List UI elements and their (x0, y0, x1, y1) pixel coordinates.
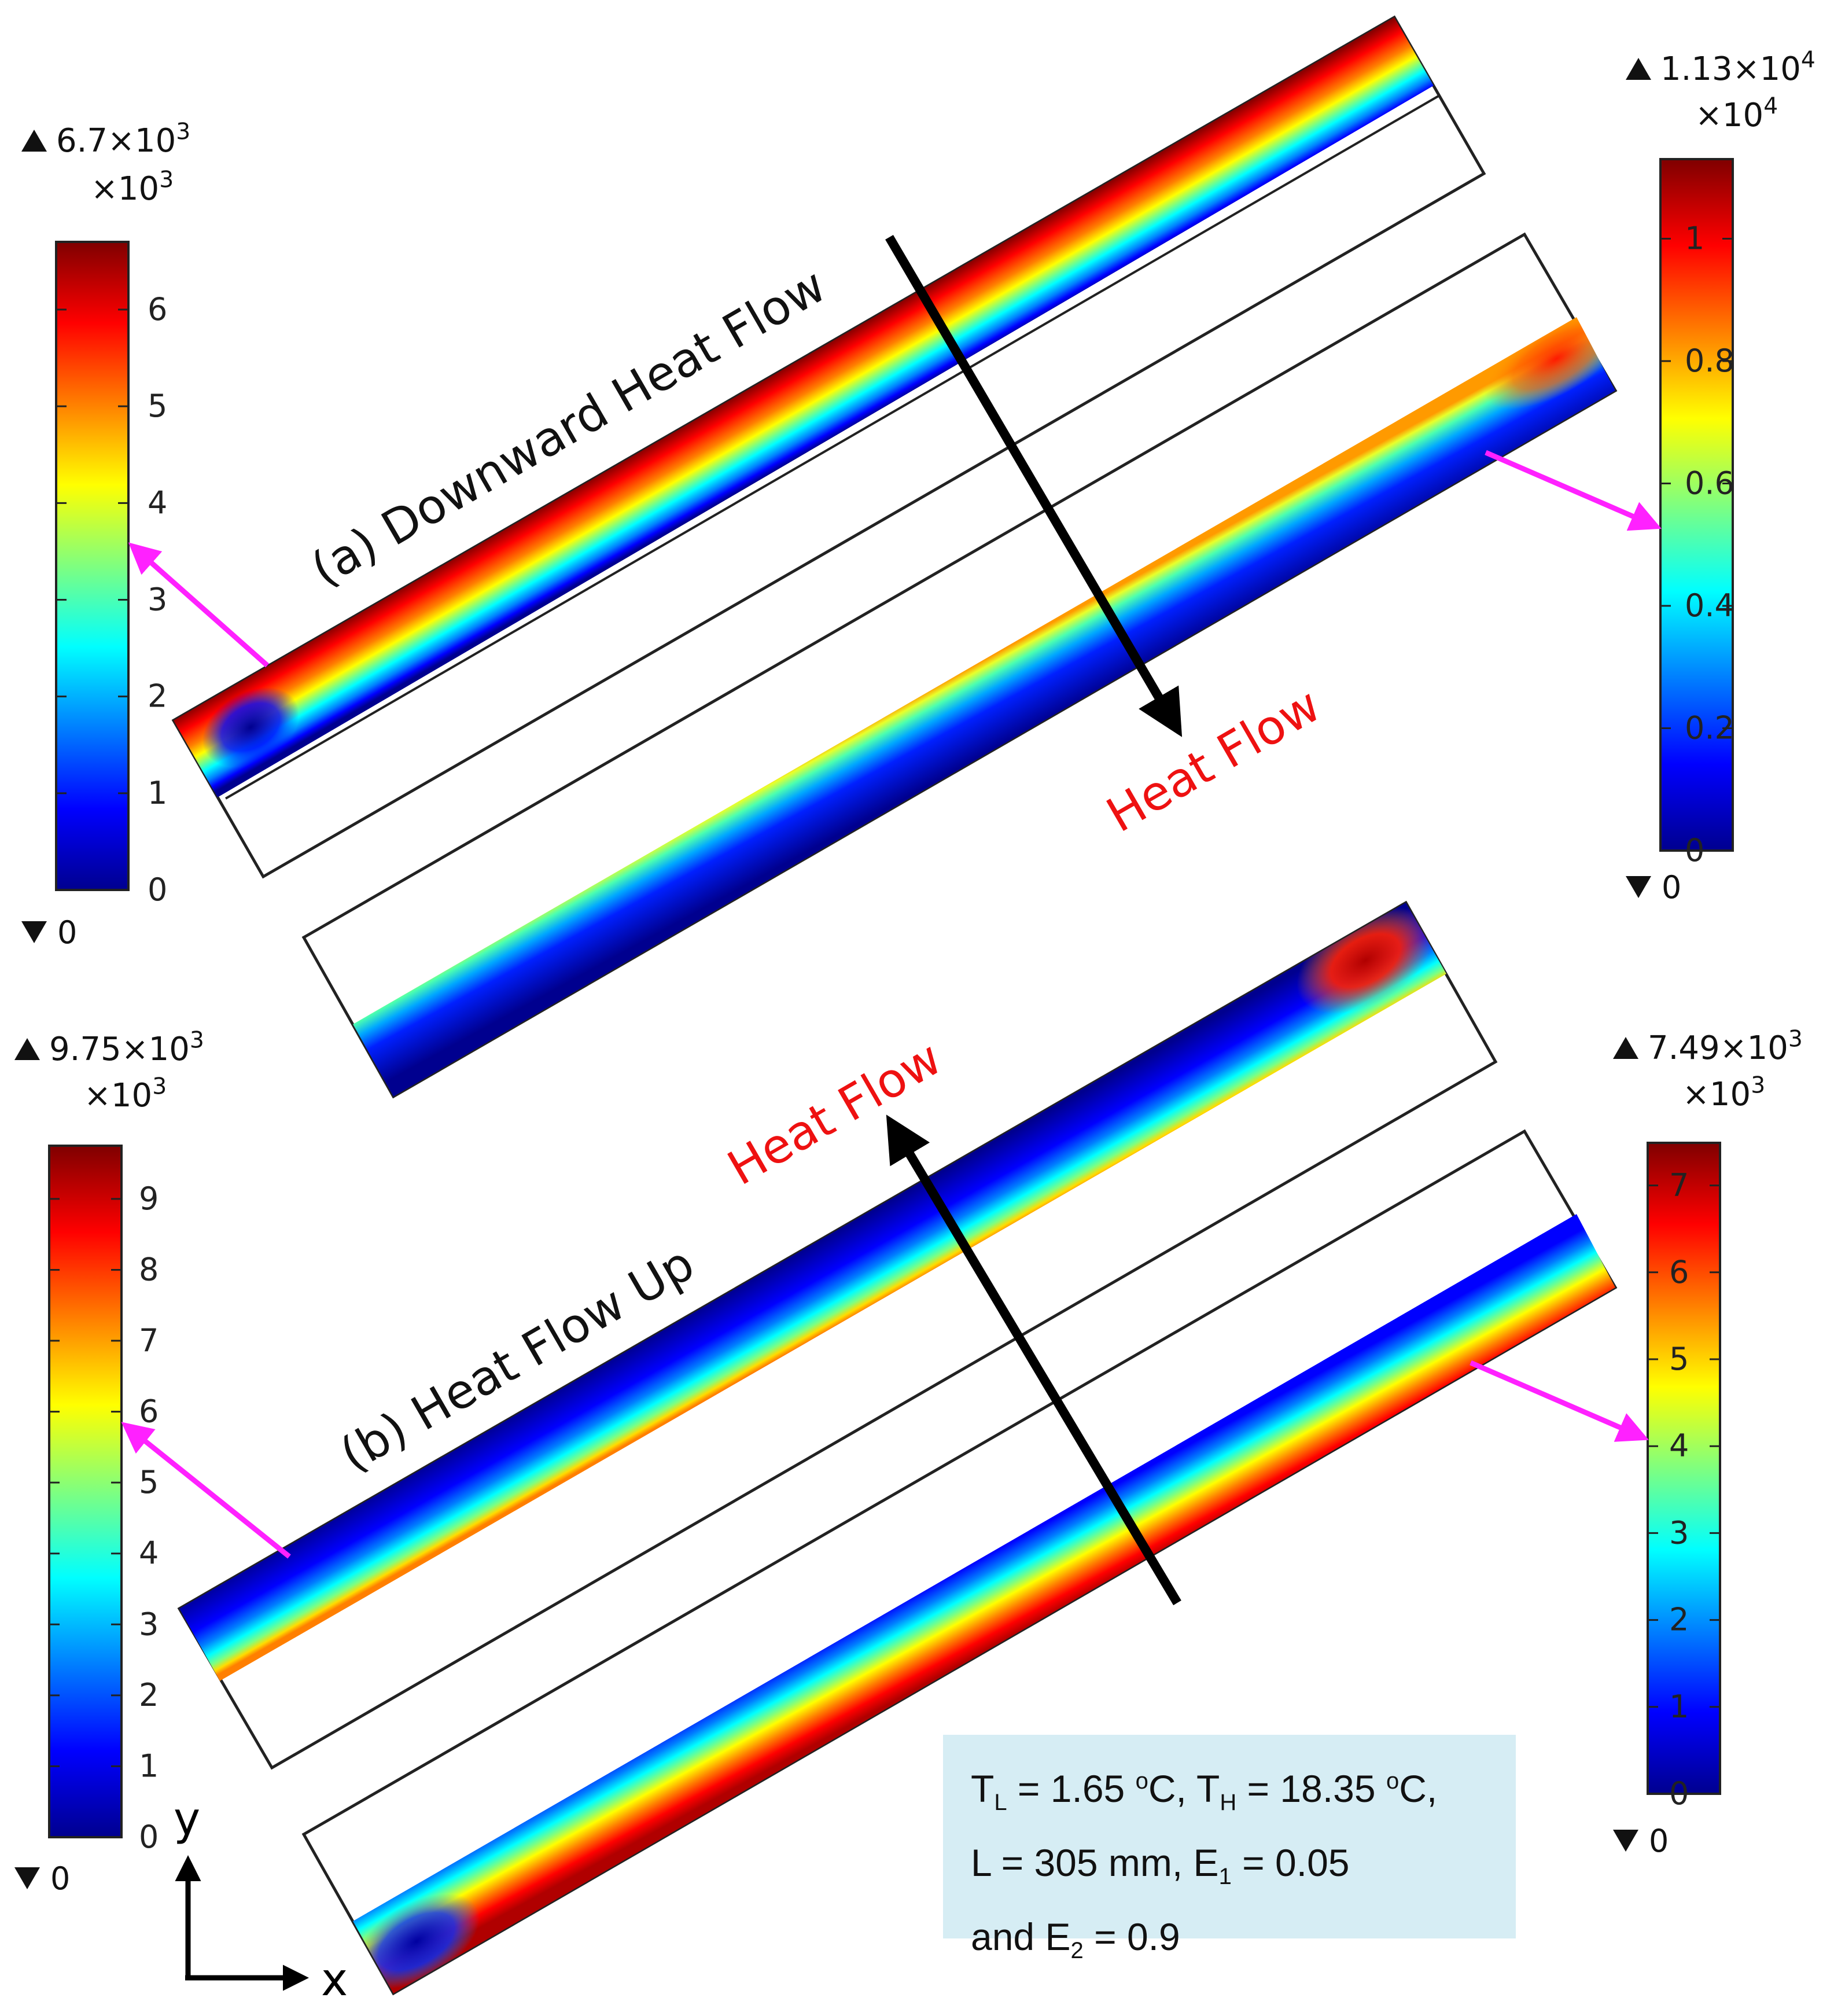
panel-a-right-colorbar-max-label: 1.13×104 (1660, 47, 1815, 88)
panel-a-left-colorbar-tick-label: 5 (148, 388, 167, 424)
min-triangle-icon (21, 921, 47, 943)
th-degree: o (1386, 1768, 1400, 1794)
x-axis-label: x (321, 1954, 348, 2006)
e2-value: = 0.9 (1083, 1915, 1180, 1959)
panel-b-left-colorbar-tick-label: 6 (139, 1393, 159, 1430)
tl-subscript: L (994, 1790, 1007, 1816)
parameters-line-3: and E2 = 0.9 (971, 1907, 1488, 1981)
e1-value: = 0.05 (1231, 1841, 1350, 1885)
panel-b-right-colorbar-bar (1647, 1142, 1721, 1795)
length-and-e1-symbol: L = 305 mm, E (971, 1841, 1219, 1885)
panel-a-right-colorbar-tick-label: 1 (1685, 220, 1704, 256)
panel-a-left-colorbar-tick-label: 3 (148, 582, 167, 618)
panel-b-right-colorbar-tick-label: 0 (1669, 1775, 1689, 1812)
panel-b-left-colorbar-min-label: 0 (50, 1860, 70, 1897)
panel-a-right-colorbar-tick-label: 0.2 (1685, 709, 1734, 746)
colorbars: 01234566.7×103×103000.20.40.60.811.13×10… (14, 47, 1815, 1897)
panel-b-left-colorbar-multiplier: ×103 (84, 1074, 167, 1114)
parameters-line-1: TL = 1.65 oC, TH = 18.35 oC, (971, 1751, 1488, 1833)
min-triangle-icon (1613, 1830, 1638, 1852)
panel-a-divider (224, 94, 1441, 800)
panel-a-right-colorbar-bar (1659, 158, 1734, 852)
panel-a-left-colorbar-tick-label: 2 (148, 678, 167, 715)
value-pointer-arrows (121, 450, 1662, 1559)
parameters-line-2: L = 305 mm, E1 = 0.05 (971, 1833, 1488, 1907)
panel-a-left-colorbar-tick-label: 6 (148, 291, 167, 328)
panel-a-left-pointer-arrow (128, 542, 269, 668)
th-unit: C, (1399, 1767, 1438, 1810)
panel-b-left-colorbar-tick-label: 1 (139, 1748, 159, 1784)
max-triangle-icon (1613, 1037, 1638, 1059)
panel-b-left-colorbar-tick-label: 7 (139, 1322, 159, 1359)
th-value: = 18.35 (1236, 1767, 1386, 1810)
max-triangle-icon (14, 1038, 40, 1060)
panel-a-left-colorbar-min-label: 0 (57, 914, 77, 951)
panel-b-left-colorbar: 0 1 2 3 4 5 6 7 8 9 9.75×103 ×103 0 (14, 1028, 204, 1897)
panel-b-right-colorbar-tick-label: 1 (1669, 1688, 1689, 1725)
th-symbol: T (1196, 1767, 1220, 1810)
tl-degree: o (1135, 1768, 1148, 1794)
tl-unit: C, (1148, 1767, 1196, 1810)
panel-b-left-colorbar-tick-label: 2 (139, 1677, 159, 1713)
panel-a-left-colorbar-tick-label: 0 (148, 871, 167, 908)
panel-a-right-colorbar: 0 0.2 0.4 0.6 0.8 1 1.13×104 ×104 0 (1626, 47, 1815, 906)
panel-b-left-colorbar-tick-label: 5 (139, 1464, 159, 1500)
panel-b-right-colorbar-min-label: 0 (1649, 1823, 1669, 1859)
panel-a-left-colorbar-tick-label: 4 (148, 484, 167, 521)
panel-b-right-colorbar-tick-label: 6 (1669, 1254, 1689, 1290)
panel-a-left-colorbar: 0 1 2 3 4 5 6 6.7×103 ×103 0 (21, 119, 190, 951)
y-axis-label: y (174, 1793, 200, 1845)
panel-b-left-colorbar-tick-label: 8 (139, 1251, 159, 1287)
panel-a-left-colorbar-max-label: 6.7×103 (56, 119, 190, 160)
tl-value: = 1.65 (1007, 1767, 1136, 1810)
panel-b-left-colorbar-tick-label: 4 (139, 1535, 159, 1572)
e2-subscript: 2 (1070, 1938, 1084, 1964)
panel-b-right-colorbar-tick-label: 5 (1669, 1341, 1689, 1377)
panel-a-right-colorbar-min-label: 0 (1662, 869, 1681, 906)
panel-a-left-colorbar-multiplier: ×103 (91, 167, 174, 208)
panel-a-right-colorbar-tick-label: 0.6 (1685, 465, 1734, 501)
panel-b-left-colorbar-max-label: 9.75×103 (49, 1028, 204, 1068)
panel-a-top-channel (174, 17, 1434, 797)
e1-subscript: 1 (1218, 1864, 1232, 1890)
panel-a-right-colorbar-tick-label: 0.4 (1685, 587, 1734, 624)
panel-a-left-colorbar-tick-label: 1 (148, 775, 167, 811)
panel-b-left-colorbar-tick-label: 0 (139, 1819, 159, 1855)
panel-a-right-colorbar-tick-label: 0.8 (1685, 343, 1734, 379)
max-triangle-icon (1626, 58, 1651, 80)
panel-a-heat-flow-arrow (885, 234, 1183, 737)
min-triangle-icon (1626, 876, 1651, 898)
panel-b-right-colorbar-tick-label: 3 (1669, 1514, 1689, 1551)
panel-b-heat-flow-arrow (886, 1114, 1181, 1606)
panel-b-right-pointer-arrow (1470, 1360, 1649, 1442)
panel-b-right-colorbar-multiplier: ×103 (1682, 1073, 1765, 1113)
panel-a-right-pointer-arrow (1485, 450, 1662, 531)
panel-a-heat-flow-label: Heat Flow (1098, 678, 1330, 843)
panel-a-left-colorbar-bar (55, 241, 130, 891)
panel-b-right-colorbar-tick-label: 2 (1669, 1602, 1689, 1638)
panel-b-right-colorbar: 0 1 2 3 4 5 6 7 7.49×103 ×103 0 (1613, 1027, 1803, 1859)
parameters-box: TL = 1.65 oC, TH = 18.35 oC, L = 305 mm,… (943, 1735, 1516, 1964)
max-triangle-icon (21, 130, 47, 152)
min-triangle-icon (14, 1867, 40, 1889)
tl-symbol: T (971, 1767, 995, 1810)
e2-symbol: and E (971, 1915, 1071, 1959)
axes-indicator: y x (174, 1793, 348, 2006)
panel-b-right-colorbar-tick-label: 4 (1669, 1428, 1689, 1464)
panel-b-left-pointer-arrow (121, 1422, 291, 1559)
panel-b-right-colorbar-max-label: 7.49×103 (1648, 1027, 1803, 1067)
panel-a-right-colorbar-multiplier: ×104 (1695, 94, 1778, 134)
panel-b-left-colorbar-tick-label: 9 (139, 1180, 159, 1217)
panel-b-left-colorbar-bar (48, 1145, 123, 1838)
panel-b-right-colorbar-tick-label: 7 (1669, 1167, 1689, 1204)
th-subscript: H (1220, 1790, 1237, 1816)
panel-a-right-colorbar-tick-label: 0 (1685, 832, 1704, 869)
panel-a-top-channel-vortex (202, 687, 299, 767)
panel-b-left-colorbar-tick-label: 3 (139, 1606, 159, 1642)
